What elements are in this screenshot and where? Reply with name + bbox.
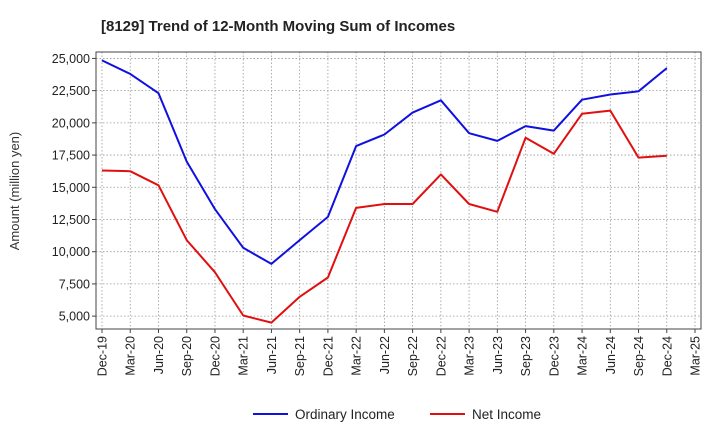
y-axis: 5,000 7,500 10,000 12,500 15,000 17,500 20,000… <box>52 52 96 324</box>
y-tick-label: 7,500 <box>59 277 90 291</box>
y-tick-label: 15,000 <box>52 181 90 195</box>
x-tick-label: Mar-23 <box>463 336 477 376</box>
x-tick-label: Dec-23 <box>547 336 561 376</box>
y-tick-label: 25,000 <box>52 52 90 66</box>
x-tick-label: Mar-22 <box>350 336 364 376</box>
x-tick-label: Mar-24 <box>576 336 590 376</box>
y-axis-label: Amount (million yen) <box>7 132 22 251</box>
x-tick-label: Mar-25 <box>689 336 703 376</box>
x-tick-label: Dec-24 <box>660 336 674 376</box>
x-tick-label: Jun-21 <box>265 336 279 374</box>
x-tick-label: Dec-21 <box>321 336 335 376</box>
legend-label-ordinary-income: Ordinary Income <box>295 407 395 422</box>
y-tick-label: 10,000 <box>52 245 90 259</box>
series-group <box>101 59 668 324</box>
grid <box>96 52 701 329</box>
x-tick-label: Mar-21 <box>237 336 251 376</box>
x-axis: Dec-19 Mar-20 Jun-20 Sep-20 Dec-20 Mar-21 Jun-… <box>96 329 703 376</box>
x-tick-label: Jun-24 <box>604 336 618 374</box>
y-tick-label: 22,500 <box>52 84 90 98</box>
y-tick-label: 20,000 <box>52 116 90 130</box>
plot-frame <box>95 51 702 330</box>
x-tick-label: Mar-20 <box>124 336 138 376</box>
x-tick-label: Sep-22 <box>406 336 420 376</box>
chart-title: [8129] Trend of 12-Month Moving Sum of I… <box>101 18 455 35</box>
x-tick-label: Sep-21 <box>293 336 307 376</box>
x-tick-label: Jun-20 <box>152 336 166 374</box>
x-tick-label: Sep-23 <box>519 336 533 376</box>
y-tick-label: 17,500 <box>52 149 90 163</box>
legend-label-net-income: Net Income <box>472 407 541 422</box>
x-tick-label: Sep-24 <box>632 336 646 376</box>
y-tick-label: 5,000 <box>59 310 90 324</box>
x-tick-label: Jun-23 <box>491 336 505 374</box>
y-tick-label: 12,500 <box>52 213 90 227</box>
x-tick-label: Dec-20 <box>208 336 222 376</box>
x-tick-label: Dec-22 <box>434 336 448 376</box>
x-tick-label: Sep-20 <box>180 336 194 376</box>
legend: Ordinary Income Net Income <box>253 407 541 422</box>
x-tick-label: Jun-22 <box>378 336 392 374</box>
x-tick-label: Dec-19 <box>96 336 110 376</box>
